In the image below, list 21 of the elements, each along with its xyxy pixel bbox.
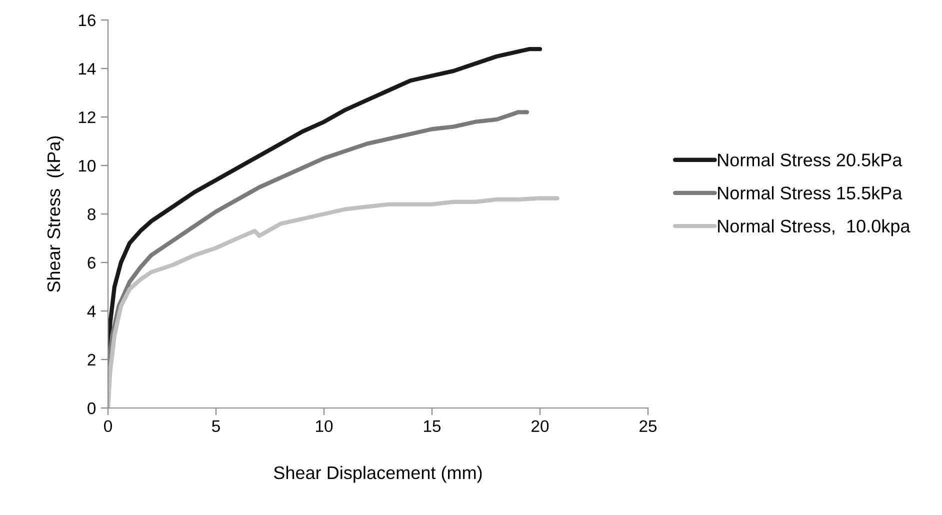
x-tick-label: 10 (316, 420, 333, 432)
y-tick-label: 0 (88, 402, 96, 414)
y-tick-label: 16 (78, 14, 96, 26)
legend-label: Normal Stress, 10.0kpa (718, 219, 910, 236)
x-tick-label: 5 (212, 420, 220, 432)
y-tick-label: 2 (88, 354, 96, 366)
y-tick-label: 14 (78, 63, 96, 75)
line-series (108, 196, 560, 408)
y-tick-label: 4 (87, 306, 96, 318)
y-tick-label: 8 (88, 208, 96, 220)
legend-label: Normal Stress 20.5kPa (718, 153, 902, 166)
x-axis-title: Shear Displacement (mm) (274, 466, 482, 483)
x-tick-label: 15 (424, 420, 441, 432)
legend-label: Normal Stress 15.5kPa (718, 186, 902, 200)
y-tick-label: 10 (78, 160, 96, 172)
x-tick-label: 20 (532, 420, 549, 432)
y-axis-title: Shear Stress (kPa) (46, 136, 64, 292)
y-tick-label: 12 (78, 111, 96, 124)
x-tick-label: 25 (640, 420, 657, 432)
x-tick-label: 0 (104, 420, 112, 432)
y-tick-label: 6 (88, 256, 96, 269)
